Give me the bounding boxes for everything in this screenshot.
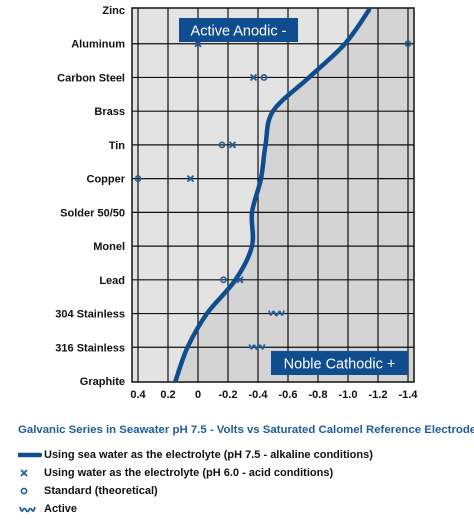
legend: Using sea water as the electrolyte (pH 7… bbox=[18, 446, 373, 518]
legend-label-active: Active bbox=[44, 503, 78, 515]
y-tick-label: Carbon Steel bbox=[57, 72, 125, 84]
anodic-banner: Active Anodic - bbox=[179, 18, 298, 42]
cathodic-banner-text: Noble Cathodic + bbox=[284, 357, 396, 373]
y-tick-label: Monel bbox=[93, 241, 125, 253]
y-tick-label: 316 Stainless bbox=[55, 342, 125, 354]
standard-marker bbox=[404, 40, 412, 48]
y-tick-label: Tin bbox=[109, 140, 126, 152]
y-tick-label: Lead bbox=[99, 275, 125, 287]
x-tick-label: -1.2 bbox=[369, 389, 388, 401]
acid-marker bbox=[236, 276, 244, 284]
noble-shaded-region bbox=[175, 8, 414, 382]
acid-marker bbox=[228, 141, 237, 149]
cathodic-banner: Noble Cathodic + bbox=[271, 351, 408, 375]
x-tick-label: -1.0 bbox=[339, 389, 358, 401]
y-tick-label: Brass bbox=[94, 106, 125, 118]
plot-frame bbox=[131, 7, 415, 383]
metal-labels: Zinc Aluminum Carbon Steel Brass Tin Copper So… bbox=[55, 5, 125, 388]
alkaline-curve bbox=[173, 8, 372, 382]
chart-title: Galvanic Series in Seawater pH 7.5 - Vol… bbox=[18, 424, 474, 436]
standard-marker bbox=[218, 141, 226, 149]
standard-marker bbox=[260, 74, 268, 81]
legend-label-acid: Using water as the electrolyte (pH 6.0 -… bbox=[44, 467, 334, 479]
x-tick-label: 0.2 bbox=[160, 389, 175, 401]
legend-label-standard: Standard (theoretical) bbox=[44, 485, 158, 497]
x-tick-label: -0.4 bbox=[249, 389, 269, 401]
grid-lines bbox=[132, 8, 414, 382]
standard-marker bbox=[220, 276, 227, 284]
x-tick-label: -1.4 bbox=[399, 389, 419, 401]
legend-item-acid: Using water as the electrolyte (pH 6.0 -… bbox=[18, 464, 373, 482]
acid-marker bbox=[249, 73, 258, 82]
active-marker bbox=[248, 344, 266, 351]
legend-label-alkaline: Using sea water as the electrolyte (pH 7… bbox=[44, 449, 373, 461]
legend-item-standard: Standard (theoretical) bbox=[18, 482, 373, 500]
y-tick-label: Solder 50/50 bbox=[60, 207, 125, 219]
data-markers bbox=[134, 40, 412, 351]
x-tick-label: 0.4 bbox=[130, 389, 146, 401]
y-tick-label: Zinc bbox=[102, 5, 125, 17]
anodic-banner-text: Active Anodic - bbox=[191, 24, 287, 40]
legend-item-alkaline: Using sea water as the electrolyte (pH 7… bbox=[18, 446, 373, 464]
y-tick-label: Aluminum bbox=[71, 39, 125, 51]
acid-marker bbox=[186, 174, 195, 183]
x-tick-label: -0.8 bbox=[309, 389, 328, 401]
legend-x-icon bbox=[18, 466, 44, 480]
x-tick-label: 0 bbox=[195, 389, 201, 401]
y-tick-label: Copper bbox=[87, 174, 126, 186]
standard-marker bbox=[134, 175, 142, 183]
x-tick-labels: 0.4 0.2 0 -0.2 -0.4 -0.6 -0.8 -1.0 -1.2 -1.4 bbox=[130, 389, 418, 401]
legend-wave-icon bbox=[18, 502, 44, 516]
x-tick-label: -0.2 bbox=[219, 389, 238, 401]
legend-line-icon bbox=[18, 448, 44, 462]
y-tick-label: 304 Stainless bbox=[55, 309, 125, 321]
y-tick-label: Graphite bbox=[80, 376, 125, 388]
x-tick-label: -0.6 bbox=[279, 389, 298, 401]
legend-item-active: Active bbox=[18, 500, 373, 518]
active-marker bbox=[268, 310, 285, 317]
legend-circle-icon bbox=[18, 484, 44, 498]
